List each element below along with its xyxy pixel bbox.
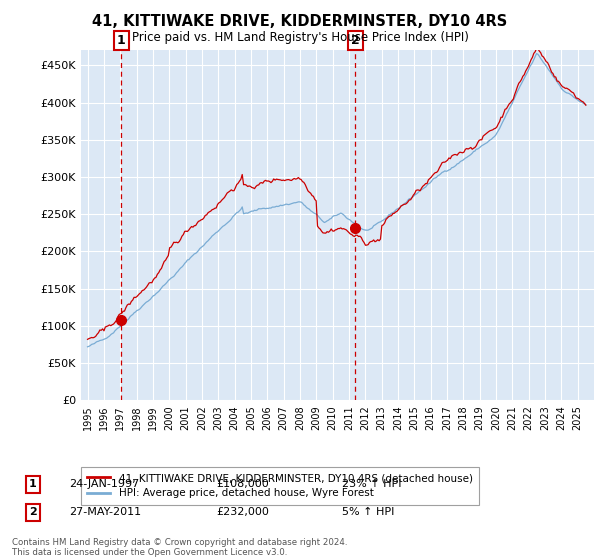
Text: £108,000: £108,000 (216, 479, 269, 489)
Text: 5% ↑ HPI: 5% ↑ HPI (342, 507, 394, 517)
Text: Contains HM Land Registry data © Crown copyright and database right 2024.
This d: Contains HM Land Registry data © Crown c… (12, 538, 347, 557)
Text: 24-JAN-1997: 24-JAN-1997 (69, 479, 139, 489)
Text: Price paid vs. HM Land Registry's House Price Index (HPI): Price paid vs. HM Land Registry's House … (131, 31, 469, 44)
Legend: 41, KITTIWAKE DRIVE, KIDDERMINSTER, DY10 4RS (detached house), HPI: Average pric: 41, KITTIWAKE DRIVE, KIDDERMINSTER, DY10… (81, 467, 479, 505)
Text: 1: 1 (117, 34, 126, 47)
Text: 41, KITTIWAKE DRIVE, KIDDERMINSTER, DY10 4RS: 41, KITTIWAKE DRIVE, KIDDERMINSTER, DY10… (92, 14, 508, 29)
Text: 2: 2 (351, 34, 360, 47)
Text: 1: 1 (29, 479, 37, 489)
Text: 2: 2 (29, 507, 37, 517)
Text: 23% ↑ HPI: 23% ↑ HPI (342, 479, 401, 489)
Text: 27-MAY-2011: 27-MAY-2011 (69, 507, 141, 517)
Text: £232,000: £232,000 (216, 507, 269, 517)
